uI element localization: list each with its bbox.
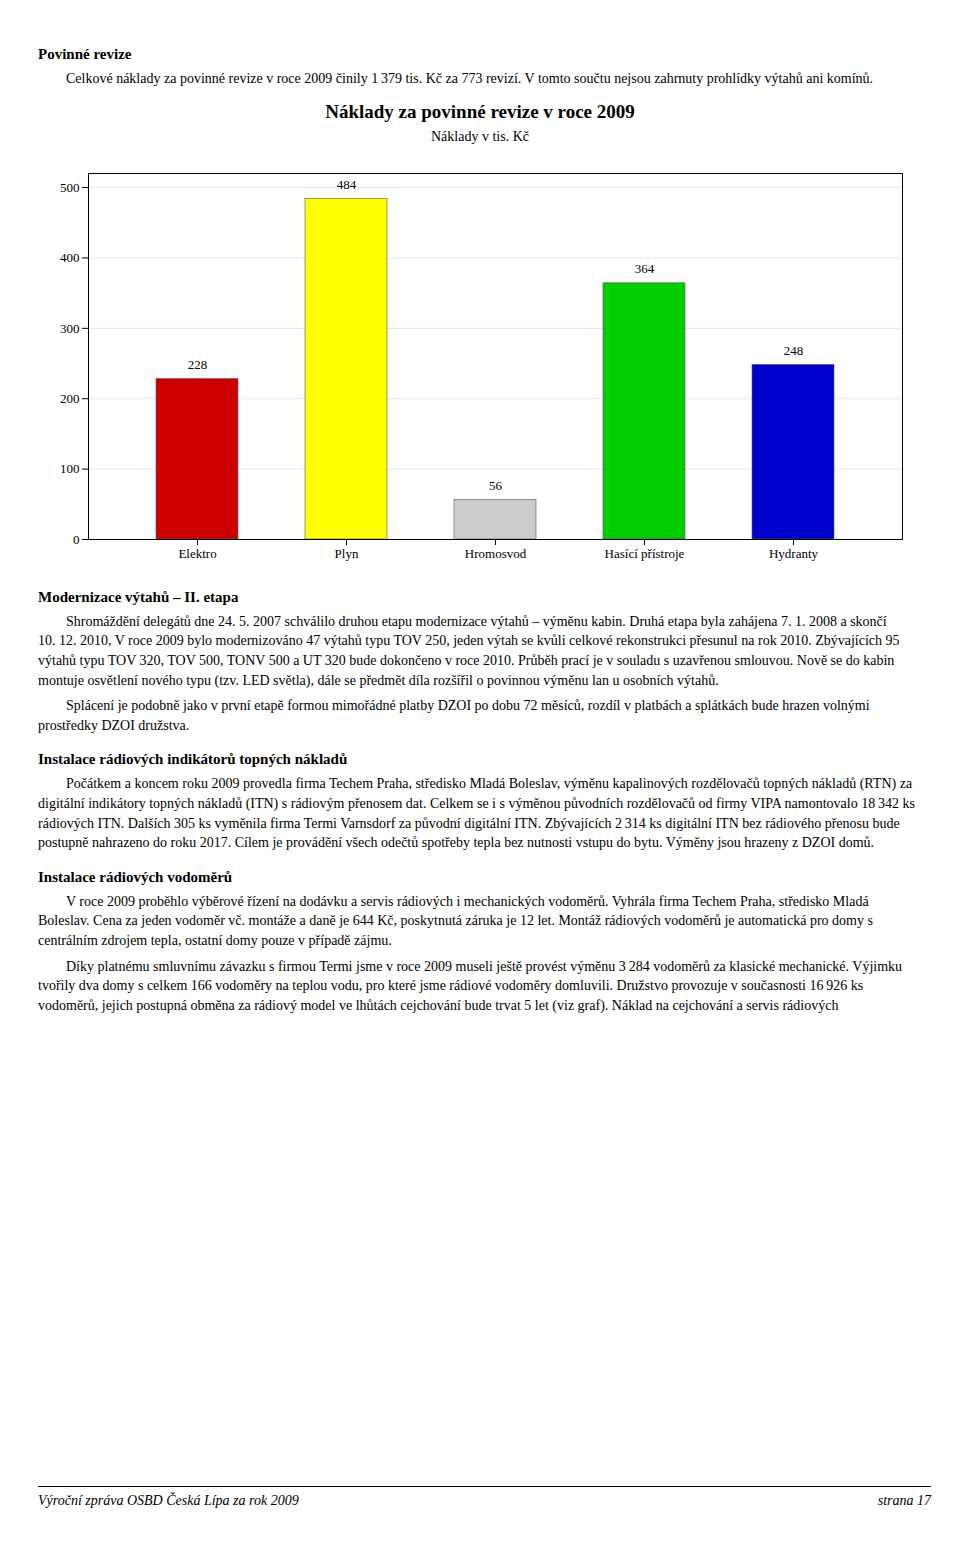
svg-text:500: 500	[60, 180, 80, 195]
svg-text:Hydranty: Hydranty	[769, 546, 819, 561]
html-text:Povinné revize: Povinné revize	[38, 46, 132, 62]
html-text:Instalace rádiových indikátorů: Instalace rádiových indikátorů topných n…	[38, 751, 348, 768]
html-text:Výroční zpráva OSBD Česká Lípa: Výroční zpráva OSBD Česká Lípa za rok 20…	[38, 1493, 299, 1509]
svg-text:300: 300	[60, 320, 80, 335]
html-text:Náklady v tis. Kč: Náklady v tis. Kč	[431, 129, 529, 145]
svg-text:248: 248	[784, 343, 804, 358]
html-text:V roce 2009 proběhlo výběrové: V roce 2009 proběhlo výběrové řízení na …	[38, 893, 873, 948]
html-text:Celkové náklady za povinné rev: Celkové náklady za povinné revize v roce…	[66, 71, 874, 86]
svg-text:228: 228	[188, 357, 208, 372]
svg-text:Hasící přístroje: Hasící přístroje	[605, 546, 685, 561]
svg-text:200: 200	[60, 391, 80, 406]
html-text:Splácení je podobně jako v prv: Splácení je podobně jako v první etapě f…	[38, 698, 870, 733]
svg-text:Elektro: Elektro	[178, 546, 216, 561]
svg-text:100: 100	[60, 461, 80, 476]
html-text:Shromáždění delegátů dne 24. 5: Shromáždění delegátů dne 24. 5. 2007 sch…	[38, 613, 900, 688]
html-text:Počátkem a koncem roku 2009 pr: Počátkem a koncem roku 2009 provedla fir…	[38, 776, 915, 851]
html-text:Modernizace výtahů – II. etapa: Modernizace výtahů – II. etapa	[38, 588, 239, 605]
svg-text:484: 484	[337, 177, 357, 192]
html-text:strana 17: strana 17	[877, 1493, 931, 1509]
svg-text:364: 364	[635, 261, 655, 276]
html-text:Díky platnému smluvnímu závazk: Díky platnému smluvnímu závazku s firmou…	[38, 958, 903, 1013]
svg-text:56: 56	[489, 478, 503, 493]
html-text:Náklady za povinné revize v ro: Náklady za povinné revize v roce 2009	[325, 100, 635, 122]
html-text:Instalace rádiových vodoměrů: Instalace rádiových vodoměrů	[38, 868, 233, 885]
svg-text:0: 0	[73, 531, 80, 546]
svg-text:Hromosvod: Hromosvod	[465, 546, 527, 561]
svg-text:400: 400	[60, 250, 80, 265]
svg-text:Plyn: Plyn	[335, 546, 359, 561]
